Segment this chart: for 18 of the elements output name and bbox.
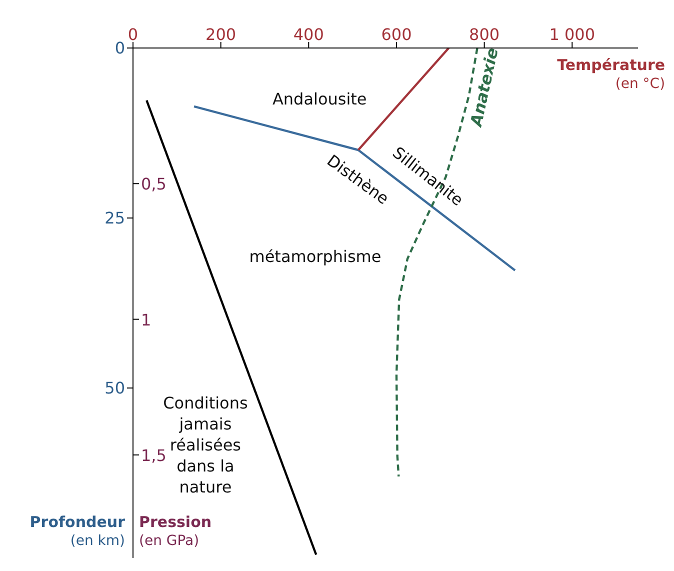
x-tick-label: 200 [206,25,236,44]
x-tick-label: 800 [469,25,500,44]
x-tick-label: 400 [293,25,324,44]
x-tick-label: 0 [128,25,138,44]
text: Anatexie [466,46,502,130]
annotation: Andalousite [272,89,367,108]
y2-axis-title: Pression (en GPa) [139,513,212,551]
y-tick-label: 0 [114,38,125,58]
x-tick-label: 1 000 [549,25,596,44]
x-axis-title: Température (en °C) [556,56,666,94]
x-tick-label: 600 [381,25,412,44]
y-tick-label: 25 [104,208,125,228]
y2-tick-label: 1,5 [141,446,166,465]
y-axis-title: Profondeur (en km) [28,513,125,551]
y-tick-label: 50 [104,378,125,398]
y2-tick-label: 1 [141,310,152,330]
y2-tick-label: 0,5 [141,174,166,194]
annotation: métamorphisme [249,247,382,266]
